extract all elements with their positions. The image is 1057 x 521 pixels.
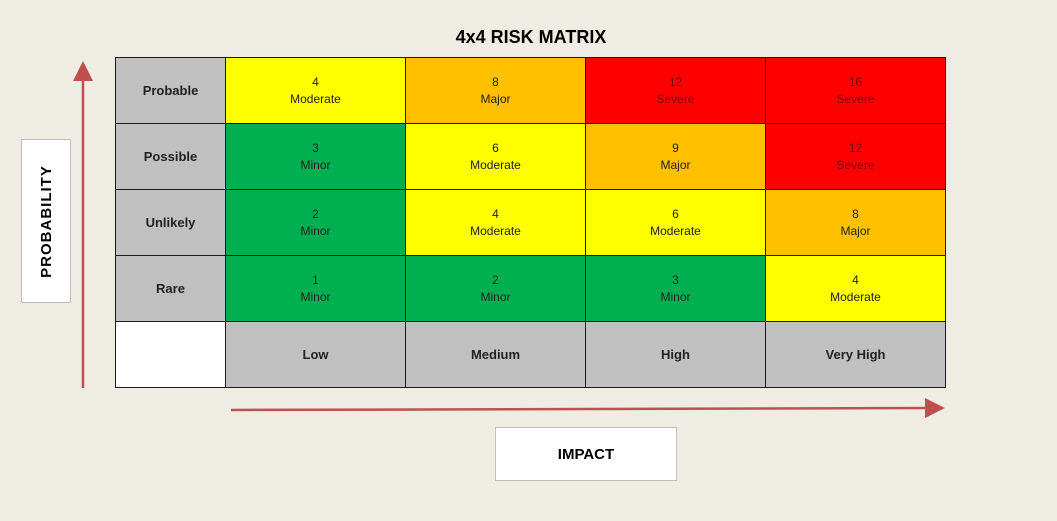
row-label: Unlikely — [115, 189, 226, 256]
risk-score: 3 — [672, 272, 679, 287]
risk-cell: 2 Minor — [405, 255, 586, 322]
risk-cell: 12 Severe — [585, 57, 766, 124]
risk-score: 4 — [492, 206, 499, 221]
risk-cell: 1 Minor — [225, 255, 406, 322]
risk-level: Moderate — [830, 289, 881, 304]
risk-score: 8 — [852, 206, 859, 221]
risk-cell: 8 Major — [765, 189, 946, 256]
risk-level: Minor — [480, 289, 511, 304]
matrix-row: Possible 3 Minor 6 Moderate 9 Major 12 Severe — [115, 123, 946, 190]
risk-level: Minor — [300, 223, 331, 238]
risk-level: Moderate — [650, 223, 701, 238]
risk-score: 2 — [492, 272, 499, 287]
risk-cell: 6 Moderate — [405, 123, 586, 190]
impact-axis-label: IMPACT — [557, 445, 615, 463]
risk-cell: 6 Moderate — [585, 189, 766, 256]
column-label: Low — [225, 321, 406, 388]
probability-axis-label-box: PROBABILITY — [21, 139, 71, 303]
risk-score: 6 — [492, 140, 499, 155]
risk-level: Severe — [656, 91, 695, 106]
impact-header-row: Low Medium High Very High — [115, 321, 946, 388]
risk-score: 3 — [312, 140, 319, 155]
risk-cell: 4 Moderate — [765, 255, 946, 322]
matrix-row: Probable 4 Moderate 8 Major 12 Severe 16 Severe — [115, 57, 946, 124]
row-label: Possible — [115, 123, 226, 190]
risk-level: Major — [480, 91, 511, 106]
risk-level: Moderate — [290, 91, 341, 106]
matrix-title: 4x4 RISK MATRIX — [455, 27, 607, 47]
risk-level: Minor — [660, 289, 691, 304]
risk-cell: 12 Severe — [765, 123, 946, 190]
risk-level: Moderate — [470, 157, 521, 172]
impact-axis-label-box: IMPACT — [495, 427, 677, 481]
risk-cell: 8 Major — [405, 57, 586, 124]
corner-cell — [115, 321, 226, 388]
risk-level: Major — [840, 223, 871, 238]
risk-score: 6 — [672, 206, 679, 221]
impact-axis-arrow — [230, 398, 945, 419]
risk-matrix: Probable 4 Moderate 8 Major 12 Severe 16 Severe P… — [115, 57, 946, 388]
column-label: Very High — [765, 321, 946, 388]
risk-cell: 4 Moderate — [225, 57, 406, 124]
risk-cell: 3 Minor — [585, 255, 766, 322]
risk-cell: 4 Moderate — [405, 189, 586, 256]
risk-score: 12 — [668, 74, 683, 89]
risk-score: 2 — [312, 206, 319, 221]
risk-cell: 9 Major — [585, 123, 766, 190]
risk-score: 9 — [672, 140, 679, 155]
risk-cell: 2 Minor — [225, 189, 406, 256]
risk-cell: 3 Minor — [225, 123, 406, 190]
matrix-row: Unlikely 2 Minor 4 Moderate 6 Moderate 8 Major — [115, 189, 946, 256]
risk-level: Severe — [836, 157, 875, 172]
risk-score: 8 — [492, 74, 499, 89]
risk-level: Minor — [300, 289, 331, 304]
risk-score: 16 — [848, 74, 863, 89]
column-label: High — [585, 321, 766, 388]
risk-score: 4 — [312, 74, 319, 89]
risk-level: Minor — [300, 157, 331, 172]
risk-cell: 16 Severe — [765, 57, 946, 124]
risk-score: 12 — [848, 140, 863, 155]
risk-level: Major — [660, 157, 691, 172]
risk-level: Moderate — [470, 223, 521, 238]
risk-level: Severe — [836, 91, 875, 106]
risk-score: 1 — [312, 272, 319, 287]
risk-score: 4 — [852, 272, 859, 287]
column-label: Medium — [405, 321, 586, 388]
